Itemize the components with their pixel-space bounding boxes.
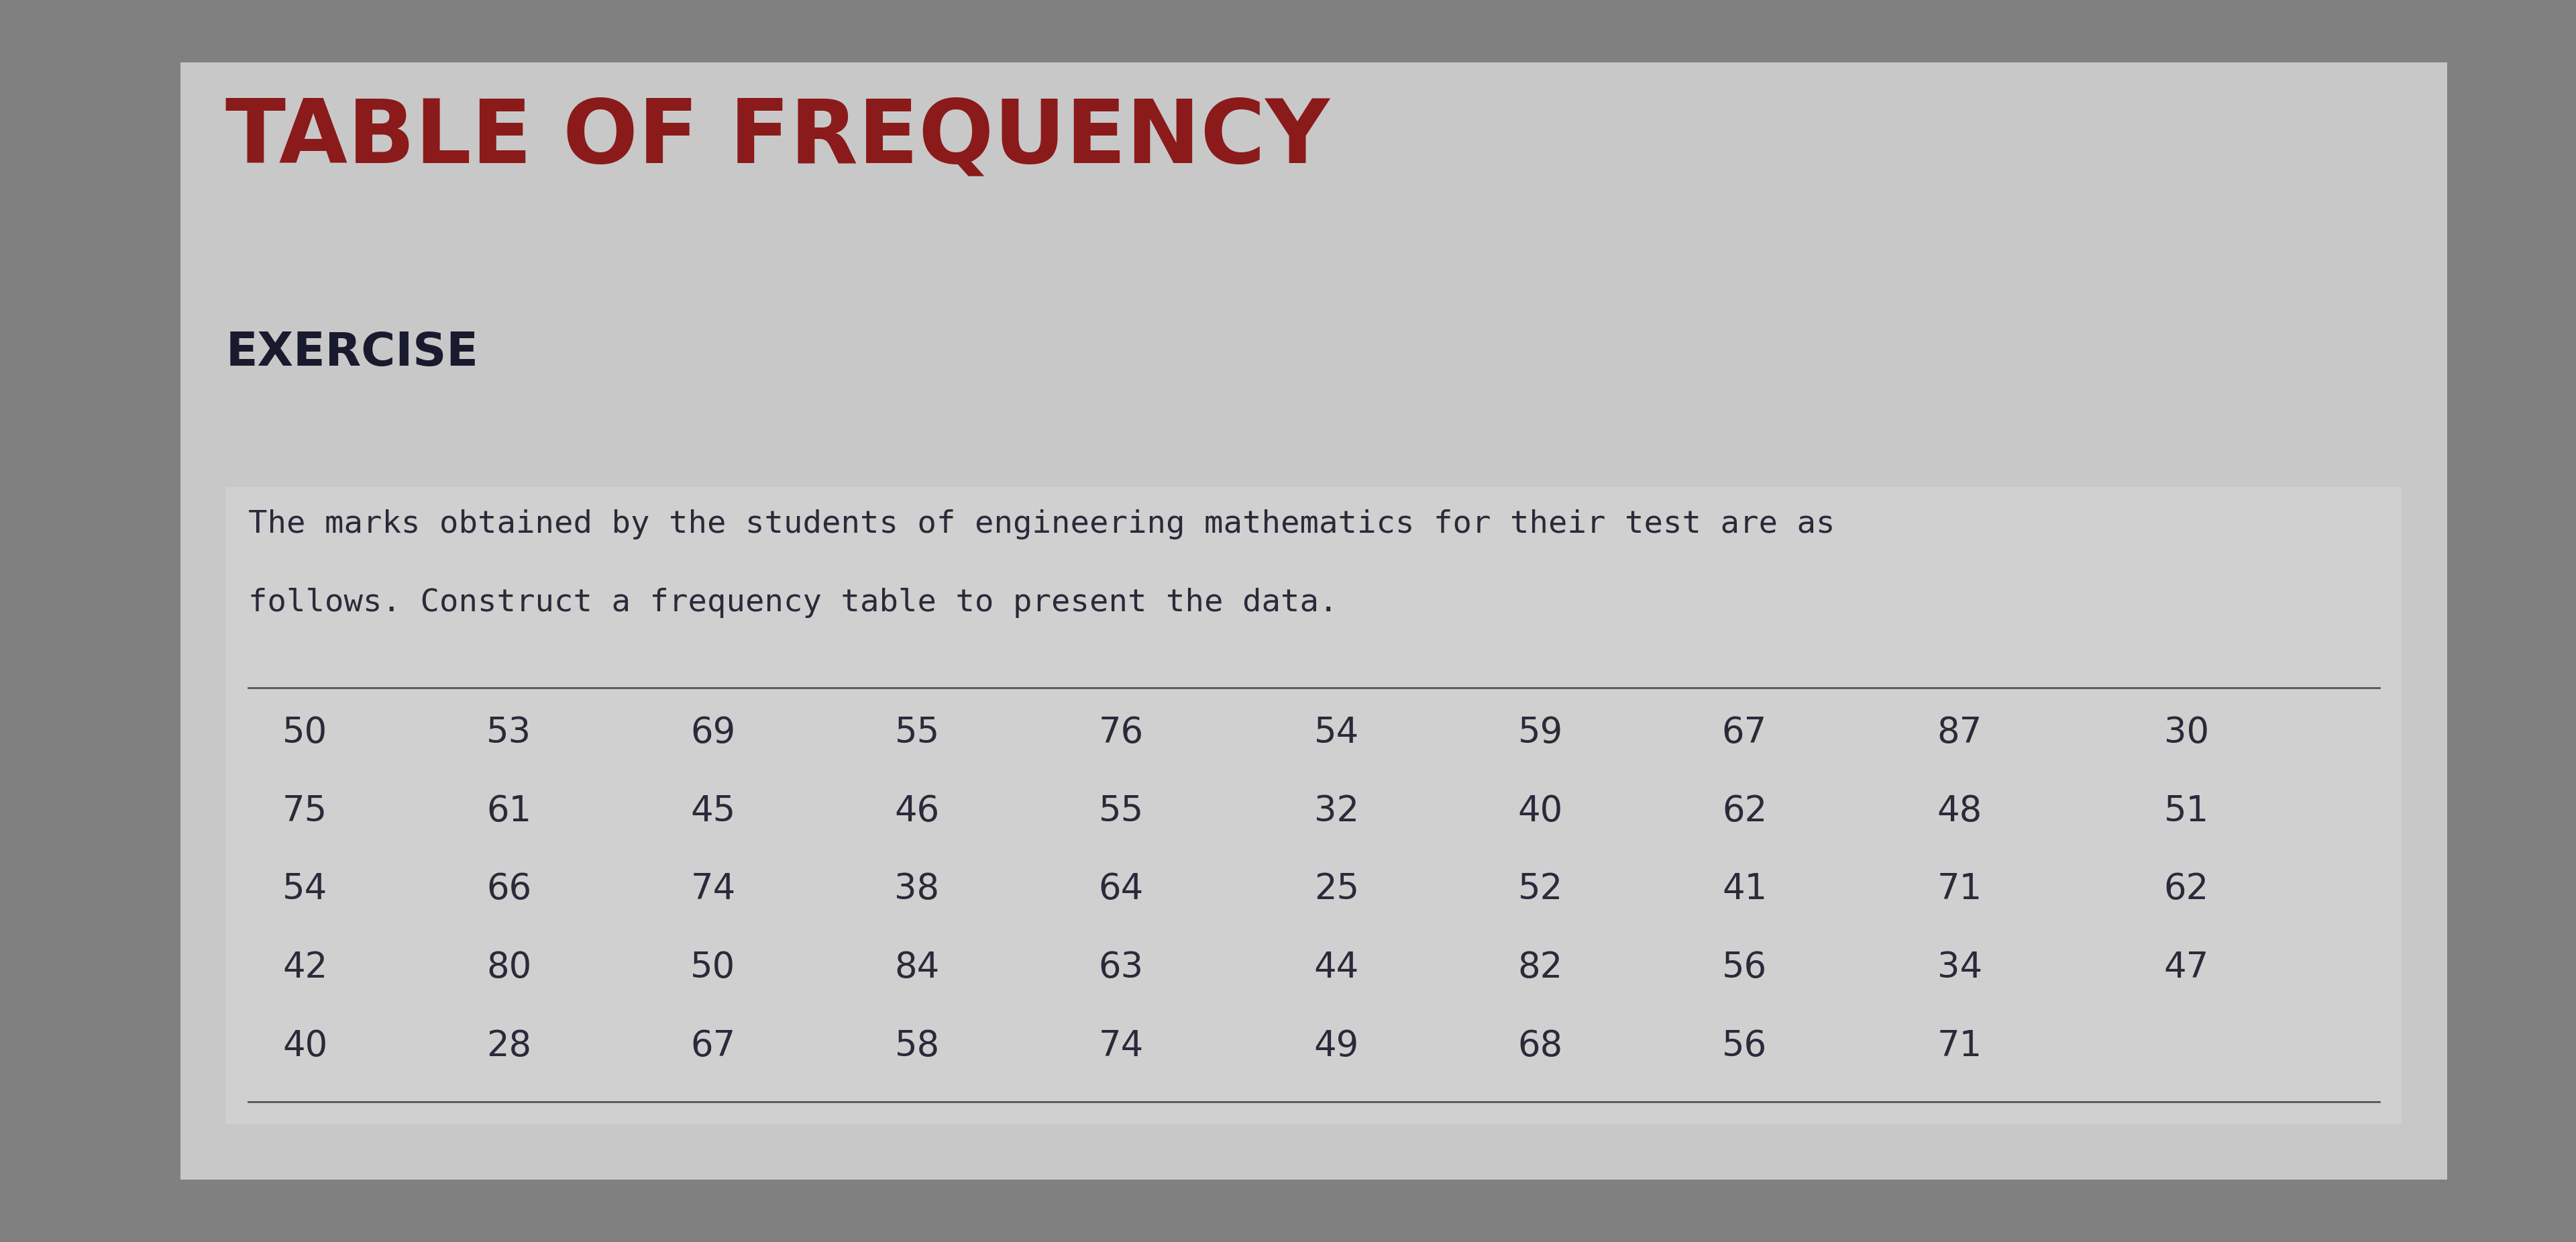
FancyBboxPatch shape xyxy=(227,487,2401,1124)
Text: 56: 56 xyxy=(1721,950,1767,985)
Text: 30: 30 xyxy=(2164,715,2210,750)
Text: 49: 49 xyxy=(1314,1028,1360,1063)
Text: 75: 75 xyxy=(283,794,327,828)
Text: 53: 53 xyxy=(487,715,531,750)
Text: 64: 64 xyxy=(1097,872,1144,907)
Text: 59: 59 xyxy=(1517,715,1564,750)
Text: 62: 62 xyxy=(1721,794,1767,828)
Text: 54: 54 xyxy=(1314,715,1360,750)
Text: 42: 42 xyxy=(283,950,327,985)
Text: 48: 48 xyxy=(1937,794,1984,828)
Text: 25: 25 xyxy=(1314,872,1360,907)
Text: 74: 74 xyxy=(690,872,737,907)
Text: The marks obtained by the students of engineering mathematics for their test are: The marks obtained by the students of en… xyxy=(247,509,1834,539)
Text: 71: 71 xyxy=(1937,872,1984,907)
Text: 32: 32 xyxy=(1314,794,1360,828)
Text: 84: 84 xyxy=(894,950,940,985)
Text: 34: 34 xyxy=(1937,950,1984,985)
Text: 45: 45 xyxy=(690,794,737,828)
Text: 69: 69 xyxy=(690,715,737,750)
Text: 63: 63 xyxy=(1097,950,1144,985)
Text: 67: 67 xyxy=(690,1028,737,1063)
FancyBboxPatch shape xyxy=(180,62,2447,1180)
Text: 38: 38 xyxy=(894,872,940,907)
Text: 50: 50 xyxy=(283,715,327,750)
Text: 56: 56 xyxy=(1721,1028,1767,1063)
Text: 68: 68 xyxy=(1517,1028,1564,1063)
Text: 46: 46 xyxy=(894,794,940,828)
Text: 40: 40 xyxy=(1517,794,1564,828)
Text: 28: 28 xyxy=(487,1028,531,1063)
Text: 41: 41 xyxy=(1721,872,1767,907)
Text: 40: 40 xyxy=(283,1028,327,1063)
Text: 51: 51 xyxy=(2164,794,2210,828)
Text: 62: 62 xyxy=(2164,872,2210,907)
Text: 87: 87 xyxy=(1937,715,1984,750)
Text: 50: 50 xyxy=(690,950,737,985)
Text: follows. Construct a frequency table to present the data.: follows. Construct a frequency table to … xyxy=(247,587,1337,617)
Text: 47: 47 xyxy=(2164,950,2210,985)
Text: 67: 67 xyxy=(1721,715,1767,750)
Text: EXERCISE: EXERCISE xyxy=(227,330,479,375)
Text: 58: 58 xyxy=(894,1028,940,1063)
Text: 71: 71 xyxy=(1937,1028,1984,1063)
Text: 74: 74 xyxy=(1097,1028,1144,1063)
Text: 55: 55 xyxy=(1097,794,1144,828)
Text: 52: 52 xyxy=(1517,872,1564,907)
Text: 44: 44 xyxy=(1314,950,1360,985)
Text: 61: 61 xyxy=(487,794,531,828)
Text: 54: 54 xyxy=(283,872,327,907)
Text: TABLE OF FREQUENCY: TABLE OF FREQUENCY xyxy=(227,96,1329,181)
Text: 66: 66 xyxy=(487,872,531,907)
Text: 76: 76 xyxy=(1097,715,1144,750)
Text: 82: 82 xyxy=(1517,950,1564,985)
Text: 80: 80 xyxy=(487,950,531,985)
Text: 55: 55 xyxy=(894,715,940,750)
